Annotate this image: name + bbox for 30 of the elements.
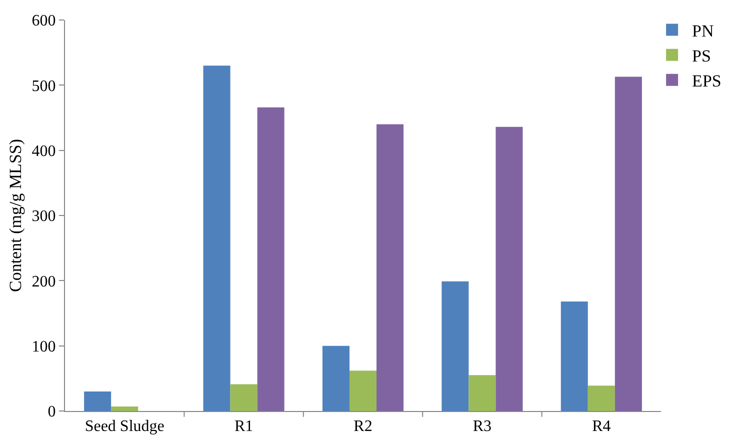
bar <box>442 281 469 411</box>
bar <box>230 384 258 411</box>
y-axis-title: Content (mg/g MLSS) <box>6 138 25 292</box>
bar <box>111 406 138 411</box>
y-tick-label: 500 <box>32 78 56 95</box>
bar <box>349 370 377 411</box>
x-tick-label: R3 <box>472 418 492 436</box>
bar <box>468 375 496 411</box>
bar <box>257 107 284 411</box>
y-tick-label: 0 <box>48 404 56 421</box>
x-tick-label: R2 <box>354 418 372 436</box>
y-tick-label: 600 <box>32 12 56 30</box>
x-tick-label: R4 <box>592 418 611 436</box>
bar <box>376 124 404 411</box>
bar <box>84 391 112 411</box>
bar <box>560 302 588 411</box>
legend-label: EPS <box>692 72 722 91</box>
bar <box>203 66 230 411</box>
y-tick-label: 400 <box>32 142 56 160</box>
bar <box>496 126 523 411</box>
y-tick-label: 300 <box>32 208 56 226</box>
y-tick-label: 200 <box>32 273 56 290</box>
bar <box>614 76 642 411</box>
x-tick-label: R1 <box>234 418 254 436</box>
legend-label: PN <box>692 21 714 40</box>
x-tick-label: Seed Sludge <box>84 418 164 436</box>
bar <box>588 386 615 411</box>
legend-label: PS <box>692 46 711 66</box>
bar <box>322 346 350 411</box>
y-tick-label: 100 <box>32 338 56 356</box>
